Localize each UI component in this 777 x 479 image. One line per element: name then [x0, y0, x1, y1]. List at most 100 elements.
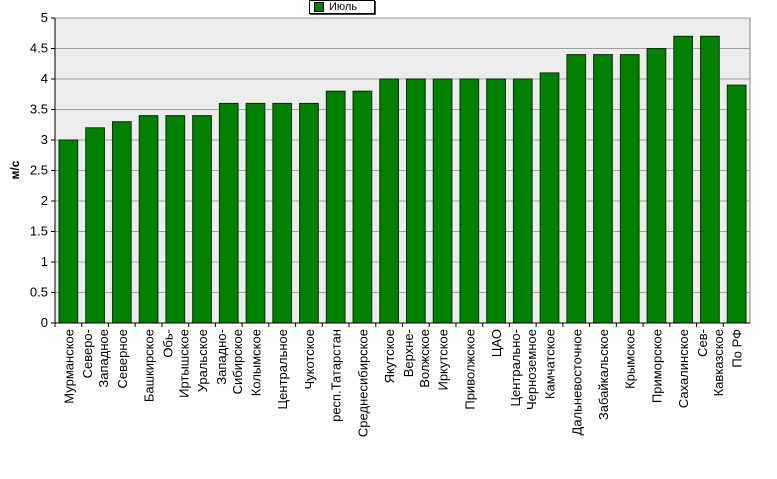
- bar: [245, 102, 266, 324]
- x-tick-label-line: Центрально-: [508, 329, 523, 407]
- bar: [700, 35, 720, 324]
- bar: [138, 115, 159, 324]
- bar: [406, 78, 426, 324]
- x-tick-label: Колымское: [248, 329, 263, 396]
- bar: [486, 78, 506, 324]
- bar: [432, 78, 453, 324]
- bar: [192, 115, 212, 324]
- x-tick-label-line: Сахалинское: [676, 329, 691, 408]
- x-tick-label: Среднесибирское: [355, 329, 370, 437]
- x-tick-label: Башкирское: [142, 329, 157, 402]
- y-tick-label: 2.5: [30, 163, 48, 178]
- y-tick-label: 1.5: [30, 224, 48, 239]
- x-tick-label-line: Приморское: [649, 329, 664, 403]
- x-tick-label-line: Приволжское: [462, 329, 477, 410]
- bar: [726, 84, 747, 324]
- x-tick-label: Якутское: [382, 329, 397, 383]
- x-tick-label: Иркутское: [436, 329, 451, 391]
- x-tick-label-line: респ.Татарстан: [329, 329, 344, 422]
- y-tick-label: 0.5: [30, 285, 48, 300]
- x-tick-label-line: Дальневосточное: [569, 329, 584, 435]
- bar: [111, 121, 132, 324]
- x-tick-label: Северо- Западное: [80, 329, 111, 388]
- x-tick-label: Верхне- Волжское: [401, 329, 432, 388]
- x-tick-label-line: Северо-: [80, 329, 95, 378]
- x-tick-label-line: Мурманское: [61, 329, 76, 404]
- bars: [58, 35, 747, 324]
- x-tick-label-line: Чукотское: [302, 329, 317, 390]
- bar: [218, 102, 239, 324]
- bar: [459, 78, 480, 324]
- x-axis-labels: Мурманское Северо- Западное Северное Башкирс…: [54, 323, 745, 437]
- y-tick-label: 0: [41, 315, 48, 330]
- x-tick-label: Уральское: [195, 329, 210, 392]
- x-tick-label: Центрально- Черноземное: [508, 329, 539, 410]
- y-tick-label: 2: [41, 193, 48, 208]
- x-tick-label-line: ЦАО: [489, 329, 504, 357]
- x-tick-label: Камчатское: [543, 329, 558, 399]
- bar: [325, 90, 346, 324]
- bar: [673, 35, 694, 324]
- y-axis-title: м/с: [8, 160, 22, 179]
- x-tick-label-line: Сев-: [695, 329, 710, 357]
- x-tick-label: Дальневосточное: [569, 329, 584, 435]
- bar: [165, 115, 186, 324]
- bar: [352, 90, 373, 324]
- y-tick-label: 4.5: [30, 41, 48, 56]
- bar: [512, 78, 533, 324]
- legend-swatch: [314, 2, 324, 12]
- x-tick-label: Сахалинское: [676, 329, 691, 408]
- x-tick-label-line: Среднесибирское: [355, 329, 370, 437]
- bar: [379, 78, 399, 324]
- x-tick-label-line: Башкирское: [142, 329, 157, 402]
- bar: [593, 54, 613, 324]
- y-axis-ticks: 0 0.5 1 1.5 2 2.5 3 3.5 4 4.5 5: [30, 10, 55, 330]
- y-tick-label: 5: [41, 10, 48, 25]
- x-tick-label: Крымское: [623, 329, 638, 389]
- x-tick-label: респ.Татарстан: [329, 329, 344, 422]
- legend: Июль: [309, 0, 375, 14]
- x-tick-label-line: Камчатское: [543, 329, 558, 399]
- x-tick-label: ЦАО: [489, 329, 504, 357]
- x-tick-label: По РФ: [730, 329, 745, 368]
- x-tick-label-line: Сибирское: [230, 329, 245, 394]
- x-tick-label-line: По РФ: [730, 329, 745, 368]
- y-tick-label: 3: [41, 132, 48, 147]
- bar: [272, 102, 293, 324]
- bar: [646, 48, 667, 324]
- x-tick-label-line: Верхне-: [401, 329, 416, 377]
- x-tick-label-line: Черноземное: [524, 329, 539, 410]
- bar: [299, 102, 319, 324]
- y-tick-label: 4: [41, 71, 48, 86]
- x-tick-label-line: Уральское: [195, 329, 210, 392]
- x-tick-label-line: Волжское: [417, 329, 432, 388]
- y-tick-label: 3.5: [30, 102, 48, 117]
- x-tick-label: Сев- Кавказское: [695, 329, 726, 396]
- bar: [58, 139, 79, 324]
- bar: [566, 54, 587, 324]
- y-tick-label: 1: [41, 254, 48, 269]
- x-tick-label-line: Якутское: [382, 329, 397, 383]
- x-tick-label: Забайкальское: [596, 329, 611, 420]
- x-tick-label-line: Забайкальское: [596, 329, 611, 420]
- x-tick-label: Обь- Иртышское: [160, 329, 191, 398]
- x-tick-label: Приморское: [649, 329, 664, 403]
- bar: [85, 127, 105, 324]
- x-tick-label-line: Обь-: [160, 329, 175, 358]
- legend-entry: Июль: [329, 1, 358, 13]
- x-tick-label-line: Западное: [96, 329, 111, 388]
- x-tick-label-line: Кавказское: [711, 329, 726, 396]
- x-tick-label-line: Колымское: [248, 329, 263, 396]
- x-tick-label-line: Северное: [115, 329, 130, 388]
- x-tick-label: Западно- Сибирское: [214, 329, 245, 394]
- x-tick-label-line: Западно-: [214, 329, 229, 385]
- x-tick-label: Северное: [115, 329, 130, 388]
- x-tick-label: Приволжское: [462, 329, 477, 410]
- x-tick-label-line: Центральное: [275, 329, 290, 409]
- bar: [539, 72, 560, 324]
- x-tick-label-line: Иртышское: [176, 329, 191, 398]
- x-tick-label: Мурманское: [61, 329, 76, 404]
- x-tick-label-line: Иркутское: [436, 329, 451, 391]
- x-tick-label: Центральное: [275, 329, 290, 409]
